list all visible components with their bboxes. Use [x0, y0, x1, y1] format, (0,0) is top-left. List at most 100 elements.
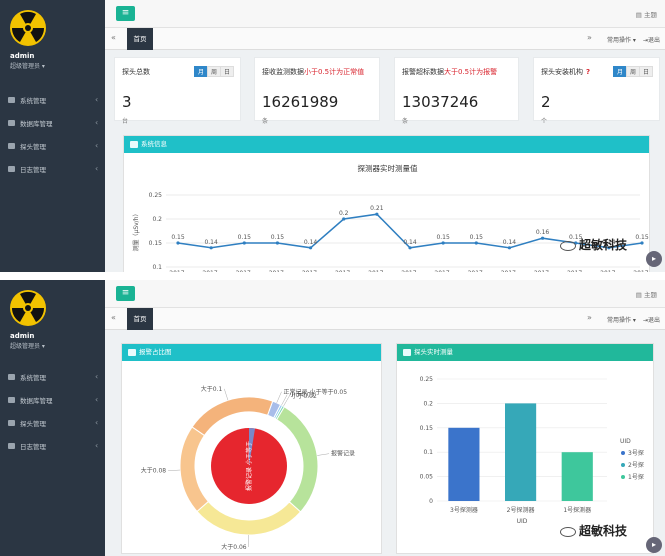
hamburger-menu-button[interactable]: ≡: [116, 286, 135, 301]
y-axis-label: 测量（μSv/h）: [132, 210, 140, 251]
pie-slice: [191, 396, 274, 437]
sidebar-item-system[interactable]: 系统管理 ‹: [0, 365, 105, 388]
chevron-left-icon: ‹: [95, 95, 99, 104]
slice-label: 大于0.06: [221, 543, 247, 551]
sidebar-item-database[interactable]: 数据库管理 ‹: [0, 388, 105, 411]
exit-button[interactable]: ⇥退出: [643, 315, 660, 324]
stat-title-note: 小于0.5计为正常值: [304, 68, 365, 76]
stat-value: 3: [122, 93, 132, 111]
y-tick-label: 0.15: [420, 425, 434, 432]
user-role-label: 超级管理员: [10, 343, 41, 350]
stat-title-text: 报警超标数据: [402, 68, 444, 76]
bar: [448, 427, 480, 501]
slice-leader-line: [168, 469, 181, 471]
data-label: 0.14: [602, 239, 616, 246]
x-tick-label: 3号探测器: [450, 506, 478, 514]
x-tick-label: 2017-: [633, 270, 650, 272]
chevron-left-icon: ‹: [95, 372, 99, 381]
period-week-button[interactable]: 周: [626, 66, 640, 77]
hamburger-menu-button[interactable]: ≡: [116, 6, 135, 21]
y-tick-label: 0.05: [420, 474, 434, 481]
sidebar-item-probe[interactable]: 探头管理 ‹: [0, 411, 105, 434]
data-point: [342, 217, 346, 221]
data-label: 0.21: [370, 205, 384, 212]
sidebar: admin 超级管理员 ▾ 系统管理 ‹ 数据库管理 ‹ 探头管理 ‹ 日志管理 ‹: [0, 0, 105, 272]
tabs-scroll-right-button[interactable]: »: [587, 313, 592, 322]
data-point: [375, 212, 379, 216]
slice-label: 小于0.03: [289, 391, 315, 399]
wechat-icon: [560, 526, 576, 537]
chevron-left-icon: ‹: [95, 441, 99, 450]
top-bar: ≡ ▤ 主题: [105, 280, 665, 308]
y-tick-label: 0.15: [149, 240, 163, 247]
theme-label: 主题: [644, 291, 657, 299]
radiation-logo-icon: [10, 290, 46, 326]
sidebar-item-log[interactable]: 日志管理 ‹: [0, 434, 105, 457]
chevron-left-icon: ‹: [95, 141, 99, 150]
panel-title: 报警占比图: [139, 348, 172, 356]
scroll-top-button[interactable]: ▸: [646, 537, 662, 553]
theme-label: 主题: [644, 11, 657, 19]
tabs-scroll-left-button[interactable]: «: [111, 313, 116, 322]
stat-unit: 台: [122, 118, 129, 125]
help-icon[interactable]: ?: [586, 68, 591, 76]
user-role-dropdown[interactable]: 超级管理员 ▾: [10, 343, 45, 350]
period-month-button[interactable]: 月: [613, 66, 627, 77]
data-point: [176, 241, 180, 245]
tab-home[interactable]: 首页: [127, 28, 153, 50]
x-tick-label: 2017-: [169, 270, 186, 272]
exit-button[interactable]: ⇥退出: [643, 35, 660, 44]
sidebar-item-database[interactable]: 数据库管理 ‹: [0, 111, 105, 134]
tabs-scroll-left-button[interactable]: «: [111, 33, 116, 42]
sidebar-item-probe[interactable]: 探头管理 ‹: [0, 134, 105, 157]
theme-button[interactable]: ▤ 主题: [636, 289, 657, 299]
theme-icon: ▤: [635, 11, 642, 19]
panel-title: 探头实时测量: [414, 348, 453, 356]
tab-home[interactable]: 首页: [127, 308, 153, 330]
user-role-dropdown[interactable]: 超级管理员 ▾: [10, 63, 45, 70]
log-icon: [8, 165, 15, 172]
sidebar-item-label: 日志管理: [20, 165, 46, 174]
legend-label: 2号探: [628, 461, 644, 469]
common-ops-label: 常用操作: [607, 317, 632, 324]
period-day-button[interactable]: 日: [639, 66, 653, 77]
sidebar-item-log[interactable]: 日志管理 ‹: [0, 157, 105, 180]
stat-card-institutions: 探头安装机构? 月 周 日 2 个: [533, 57, 660, 125]
database-icon: [8, 396, 15, 403]
legend-title: UID: [620, 438, 631, 445]
x-tick-label: 2017-: [600, 270, 617, 272]
stat-unit: 个: [541, 118, 548, 125]
period-month-button[interactable]: 月: [194, 66, 208, 77]
data-label: 0.2: [339, 210, 349, 217]
tabs-scroll-right-button[interactable]: »: [587, 33, 592, 42]
legend-marker: [621, 463, 625, 467]
common-ops-dropdown[interactable]: 常用操作 ▾: [607, 317, 636, 324]
data-label: 0.14: [204, 239, 218, 246]
watermark: 超敏科技: [560, 522, 627, 539]
stat-unit: 条: [262, 118, 269, 125]
sidebar-item-label: 数据库管理: [20, 119, 53, 128]
slice-leader-line: [281, 394, 288, 406]
sidebar-item-label: 日志管理: [20, 442, 46, 451]
scroll-top-button[interactable]: ▸: [646, 251, 662, 267]
theme-button[interactable]: ▤ 主题: [636, 9, 657, 19]
common-ops-dropdown[interactable]: 常用操作 ▾: [607, 37, 636, 44]
data-point: [242, 241, 246, 245]
x-tick-label: 2017-: [335, 270, 352, 272]
period-day-button[interactable]: 日: [220, 66, 234, 77]
gears-icon: [128, 349, 136, 356]
stat-value: 16261989: [262, 93, 339, 111]
chevron-left-icon: ‹: [95, 418, 99, 427]
y-tick-label: 0.25: [149, 192, 163, 199]
probe-realtime-panel: 探头实时测量 0 0.05 0.1 0.15 0.2 0.25 3号探测器 2号探测器 1号探测…: [396, 343, 654, 554]
period-week-button[interactable]: 周: [207, 66, 221, 77]
gear-icon: [8, 96, 15, 103]
exit-label: 退出: [648, 37, 661, 44]
x-tick-label: 2017-: [567, 270, 584, 272]
exit-label: 退出: [648, 317, 661, 324]
legend-label: 3号探: [628, 449, 644, 457]
dashboard-screen-2: admin 超级管理员 ▾ 系统管理 ‹ 数据库管理 ‹ 探头管理 ‹ 日志管理 ‹ ≡…: [0, 280, 665, 556]
slice-label: 大于0.08: [141, 467, 167, 475]
sidebar-item-system[interactable]: 系统管理 ‹: [0, 88, 105, 111]
stat-title: 报警超标数据大于0.5计为报警: [402, 67, 497, 77]
